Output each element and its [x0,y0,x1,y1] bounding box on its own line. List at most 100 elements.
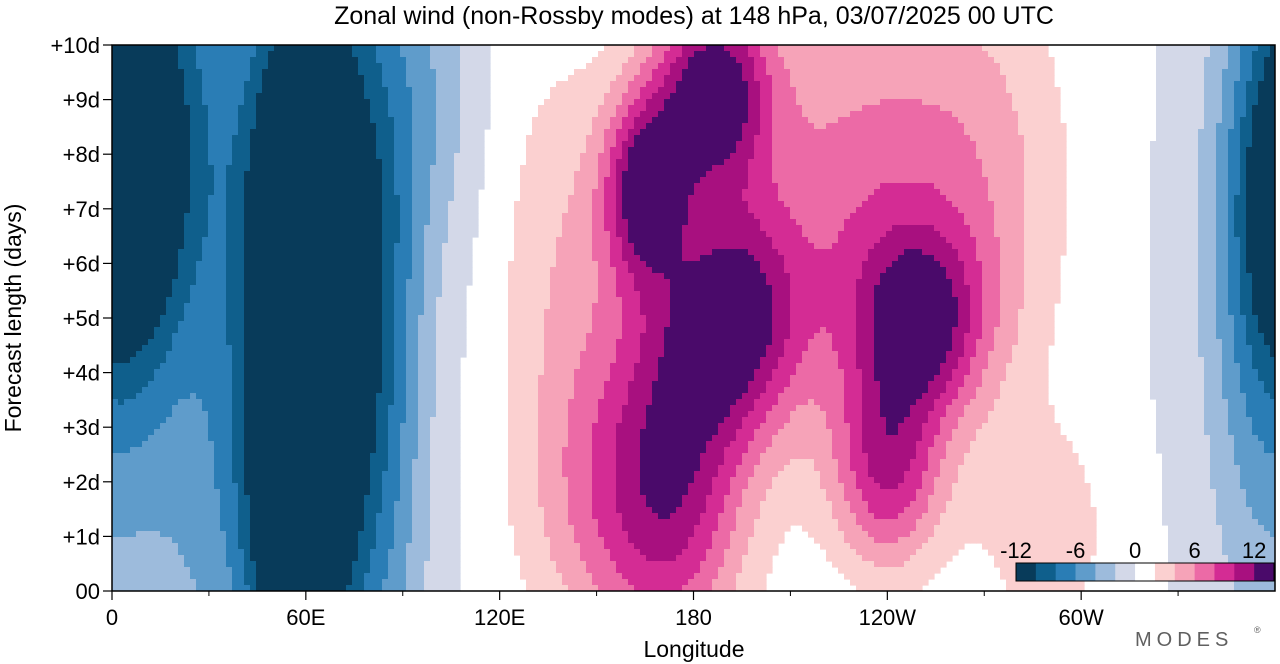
heatmap-cell [226,117,233,124]
heatmap-cell [550,141,557,148]
heatmap-cell [964,75,971,82]
heatmap-cell [904,87,911,94]
heatmap-cell [1006,129,1013,136]
heatmap-cell [274,123,281,130]
heatmap-cell [334,183,341,190]
heatmap-cell [1000,57,1007,64]
heatmap-cell [916,117,923,124]
heatmap-cell [1246,183,1253,190]
heatmap-cell [1270,183,1275,190]
heatmap-cell [940,51,947,58]
heatmap-cell [796,129,803,136]
heatmap-cell [1006,207,1013,214]
heatmap-cell [820,165,827,172]
heatmap-cell [784,177,791,184]
heatmap-cell [880,141,887,148]
heatmap-cell [808,147,815,154]
heatmap-cell [232,183,239,190]
heatmap-cell [946,141,953,148]
heatmap-cell [652,201,659,208]
heatmap-cell [298,213,305,220]
heatmap-cell [970,177,977,184]
heatmap-cell [700,189,707,196]
heatmap-cell [370,87,377,94]
heatmap-cell [574,87,581,94]
heatmap-cell [898,183,905,190]
heatmap-cell [730,147,737,154]
heatmap-cell [1168,81,1175,88]
heatmap-cell [784,159,791,166]
heatmap-cell [772,99,779,106]
heatmap-cell [376,189,383,196]
heatmap-cell [676,201,683,208]
heatmap-cell [964,183,971,190]
heatmap-cell [1168,159,1175,166]
heatmap-cell [616,69,623,76]
heatmap-cell [118,219,125,226]
heatmap-cell [148,183,155,190]
heatmap-cell [886,159,893,166]
heatmap-cell [412,201,419,208]
heatmap-cell [688,51,695,58]
heatmap-cell [124,63,131,70]
heatmap-cell [232,207,239,214]
heatmap-cell [1162,135,1169,142]
heatmap-cell [652,45,659,52]
heatmap-cell [364,117,371,124]
heatmap-cell [454,201,461,208]
heatmap-cell [316,117,323,124]
heatmap-cell [940,171,947,178]
heatmap-cell [898,171,905,178]
heatmap-cell [364,123,371,130]
heatmap-cell [808,45,815,52]
heatmap-cell [142,183,149,190]
heatmap-cell [754,189,761,196]
heatmap-cell [190,195,197,202]
heatmap-cell [346,177,353,184]
heatmap-cell [886,99,893,106]
heatmap-cell [988,63,995,70]
heatmap-cell [676,45,683,52]
heatmap-cell [1198,135,1205,142]
heatmap-cell [154,219,161,226]
heatmap-cell [850,87,857,94]
heatmap-cell [880,81,887,88]
heatmap-cell [1000,45,1007,52]
heatmap-cell [622,63,629,70]
heatmap-cell [910,129,917,136]
heatmap-cell [328,135,335,142]
heatmap-cell [280,213,287,220]
heatmap-cell [304,183,311,190]
heatmap-cell [820,87,827,94]
heatmap-cell [334,147,341,154]
heatmap-cell [400,135,407,142]
heatmap-cell [394,189,401,196]
heatmap-cell [454,165,461,172]
heatmap-cell [1270,141,1275,148]
heatmap-cell [934,69,941,76]
heatmap-cell [190,51,197,58]
heatmap-cell [322,141,329,148]
heatmap-cell [1258,123,1265,130]
heatmap-cell [382,159,389,166]
heatmap-cell [460,99,467,106]
heatmap-cell [1222,123,1229,130]
heatmap-cell [358,141,365,148]
heatmap-cell [472,207,479,214]
heatmap-cell [184,75,191,82]
heatmap-cell [160,171,167,178]
heatmap-cell [706,87,713,94]
heatmap-cell [898,51,905,58]
heatmap-cell [142,201,149,208]
heatmap-cell [442,201,449,208]
heatmap-cell [766,123,773,130]
heatmap-cell [562,165,569,172]
heatmap-cell [916,207,923,214]
heatmap-cell [586,123,593,130]
heatmap-cell [724,189,731,196]
heatmap-cell [850,183,857,190]
heatmap-cell [346,141,353,148]
heatmap-cell [172,69,179,76]
heatmap-cell [136,105,143,112]
heatmap-cell [934,213,941,220]
